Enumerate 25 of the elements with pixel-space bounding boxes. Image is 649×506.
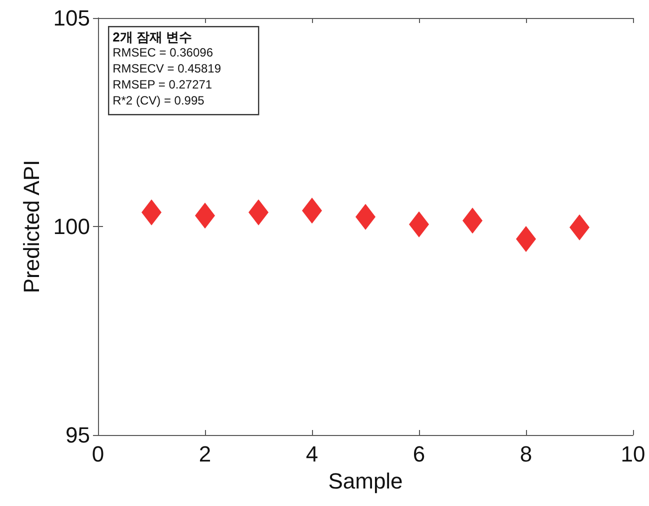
y-tick-label: 100 — [53, 214, 90, 239]
point — [195, 202, 215, 229]
x-tick-label: 6 — [412, 442, 426, 466]
y-tick-label: 105 — [53, 6, 90, 30]
x-tick-label: 4 — [306, 442, 318, 466]
point — [570, 214, 590, 240]
point — [356, 204, 376, 230]
x-tick-label: 10 — [620, 442, 646, 466]
x-tick-label: 0 — [92, 442, 104, 466]
annotation: R*2 (CV) = 0.995 — [112, 94, 205, 108]
annotation: 2개 잠재 변수 — [112, 30, 192, 45]
y-axis-title: Predicted API — [18, 160, 44, 294]
x-axis-title: Sample — [328, 468, 403, 494]
point — [462, 208, 482, 234]
point — [248, 199, 268, 226]
y-tick-label: 95 — [66, 422, 90, 448]
point — [142, 199, 162, 226]
annotation: RMSEC = 0.36096 — [112, 46, 214, 60]
x-tick-label: 8 — [520, 442, 532, 466]
point — [516, 226, 536, 252]
annotation: RMSEP = 0.27271 — [112, 78, 212, 92]
annotation: RMSECV = 0.45819 — [112, 62, 222, 76]
x-tick-label: 2 — [198, 442, 212, 466]
point — [302, 198, 322, 224]
point — [409, 211, 429, 238]
